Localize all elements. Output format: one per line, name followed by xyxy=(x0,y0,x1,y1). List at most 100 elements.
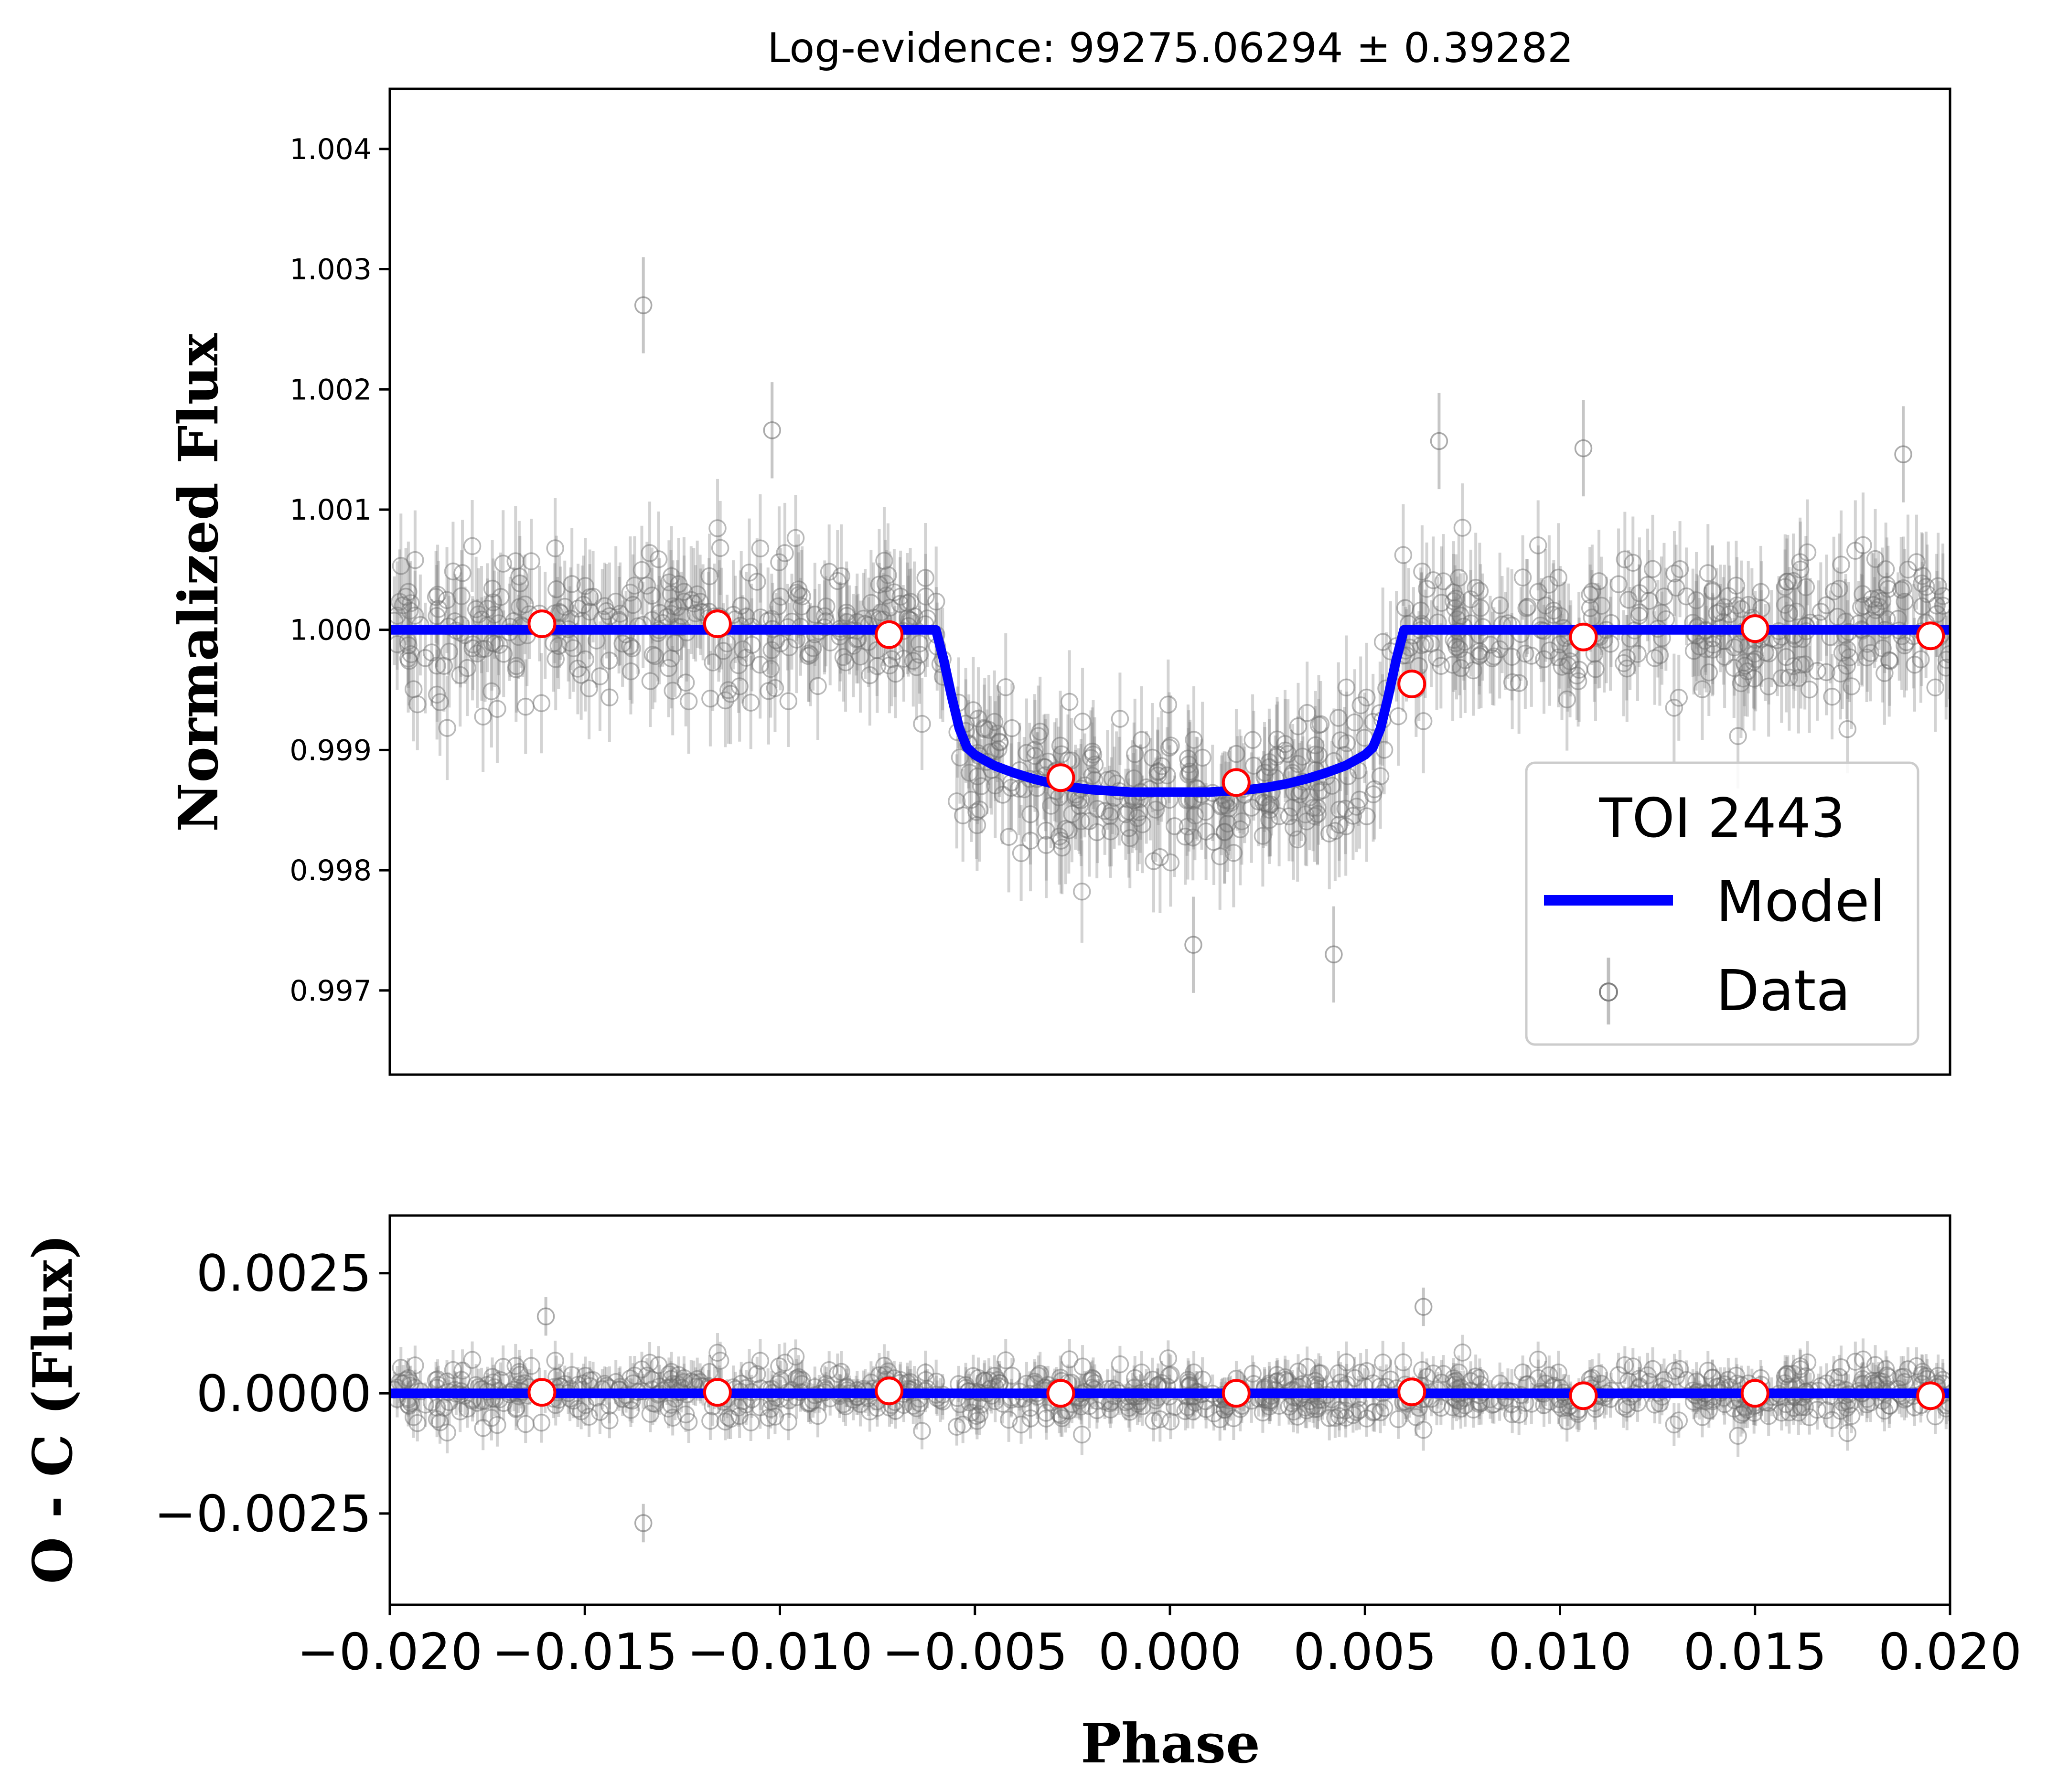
bottom-x-tick-label: 0.015 xyxy=(1683,1623,1827,1681)
bottom-residual-point xyxy=(1224,1409,1243,1428)
top-data-point xyxy=(861,666,879,684)
top-data-point xyxy=(1373,633,1392,651)
bottom-residual-point xyxy=(662,1370,680,1388)
top-data-point xyxy=(708,519,727,537)
bottom-residual-point xyxy=(1616,1356,1634,1375)
top-data-point xyxy=(1697,640,1715,658)
top-data-point xyxy=(1413,562,1431,581)
bottom-residual-point xyxy=(1120,1398,1138,1417)
bottom-residual-point xyxy=(968,1412,986,1430)
top-data-point xyxy=(1326,821,1344,840)
top-data-point xyxy=(1467,579,1485,597)
top-data-point xyxy=(1880,651,1898,670)
top-data-point xyxy=(801,646,820,664)
top-data-point xyxy=(1646,649,1664,667)
top-data-point xyxy=(1133,815,1152,833)
top-data-point xyxy=(1464,661,1482,680)
top-data-point xyxy=(851,648,869,666)
top-data-point xyxy=(429,600,448,618)
bottom-residual-point xyxy=(1329,1364,1348,1382)
top-data-point xyxy=(394,596,412,614)
top-data-point xyxy=(1412,601,1430,619)
top-data-point xyxy=(1212,796,1231,814)
top-data-point xyxy=(991,733,1009,752)
top-data-point xyxy=(1307,736,1325,755)
bottom-residual-point xyxy=(1389,1410,1407,1429)
top-data-point xyxy=(1288,755,1307,773)
top-data-point xyxy=(1270,807,1288,825)
bottom-residual-point xyxy=(1254,1403,1272,1422)
bottom-residual-point xyxy=(1779,1365,1797,1383)
bottom-outlier-point xyxy=(536,1307,555,1326)
top-data-point xyxy=(1728,596,1746,615)
top-data-point xyxy=(1481,636,1500,654)
top-data-point xyxy=(916,569,934,587)
top-data-point xyxy=(440,642,459,661)
bottom-residual-point xyxy=(875,1356,893,1375)
bottom-residual-point xyxy=(494,1358,512,1376)
top-data-point xyxy=(1699,564,1717,582)
top-data-point xyxy=(669,575,688,593)
top-data-point xyxy=(877,587,896,605)
bottom-residual-point xyxy=(576,1366,595,1385)
top-data-point xyxy=(779,692,798,710)
top-data-point xyxy=(1337,817,1355,835)
bottom-residual-point xyxy=(428,1410,446,1429)
bottom-residual-point xyxy=(741,1413,760,1431)
bottom-residual-point xyxy=(1205,1404,1223,1423)
bottom-residual-point xyxy=(1727,1366,1746,1385)
top-data-point xyxy=(700,567,718,586)
top-data-point xyxy=(1015,780,1033,799)
bottom-residual-point xyxy=(748,1365,766,1383)
bottom-residual-point xyxy=(1306,1400,1324,1419)
bottom-residual-point xyxy=(580,1371,599,1389)
top-data-point xyxy=(817,597,836,616)
top-data-point xyxy=(1800,681,1819,699)
top-data-point xyxy=(1854,536,1872,555)
top-data-point xyxy=(1544,601,1563,620)
top-data-point xyxy=(1549,648,1568,667)
top-data-point xyxy=(872,603,890,621)
top-binned-point xyxy=(1916,621,1945,651)
top-data-point xyxy=(1503,673,1522,692)
top-data-point xyxy=(1231,820,1249,839)
top-data-point xyxy=(574,596,592,614)
top-data-point xyxy=(1215,822,1234,841)
top-data-point xyxy=(1242,799,1261,817)
bottom-x-tick-label: 0.020 xyxy=(1878,1623,2022,1681)
top-data-point xyxy=(901,593,920,611)
top-data-point xyxy=(1667,578,1685,597)
bottom-residual-point xyxy=(664,1408,682,1427)
legend-data-swatch xyxy=(1599,958,1618,1024)
top-data-point xyxy=(485,606,504,624)
bottom-residual-point xyxy=(1780,1403,1799,1421)
top-data-point xyxy=(1254,793,1273,812)
bottom-residual-point xyxy=(962,1403,980,1422)
top-data-point xyxy=(904,651,922,670)
bottom-outlier-point xyxy=(634,1514,653,1532)
bottom-residual-point xyxy=(1179,1371,1197,1389)
top-data-point xyxy=(776,544,794,562)
bottom-residual-point xyxy=(1060,1350,1079,1368)
top-data-point xyxy=(1471,599,1490,617)
top-data-point xyxy=(1490,640,1509,659)
bottom-residual-point xyxy=(1854,1370,1872,1388)
top-data-point xyxy=(1864,596,1882,614)
top-data-point xyxy=(600,688,619,707)
bottom-residual-point xyxy=(1337,1408,1355,1427)
bottom-residual-point xyxy=(1320,1409,1339,1427)
top-data-point xyxy=(1309,716,1328,734)
top-data-point xyxy=(1364,785,1383,803)
top-data-point xyxy=(1060,693,1079,711)
top-data-point xyxy=(962,790,980,809)
bottom-residual-point xyxy=(766,1408,784,1426)
top-data-point xyxy=(1917,578,1935,596)
top-data-point xyxy=(685,594,703,613)
top-data-point xyxy=(985,713,1004,731)
bottom-binned-point xyxy=(1397,1377,1426,1407)
top-data-point xyxy=(990,733,1008,751)
top-data-point xyxy=(686,604,705,622)
bottom-residual-point xyxy=(772,1371,790,1389)
top-data-point xyxy=(1892,581,1910,599)
top-data-point xyxy=(1262,795,1280,814)
